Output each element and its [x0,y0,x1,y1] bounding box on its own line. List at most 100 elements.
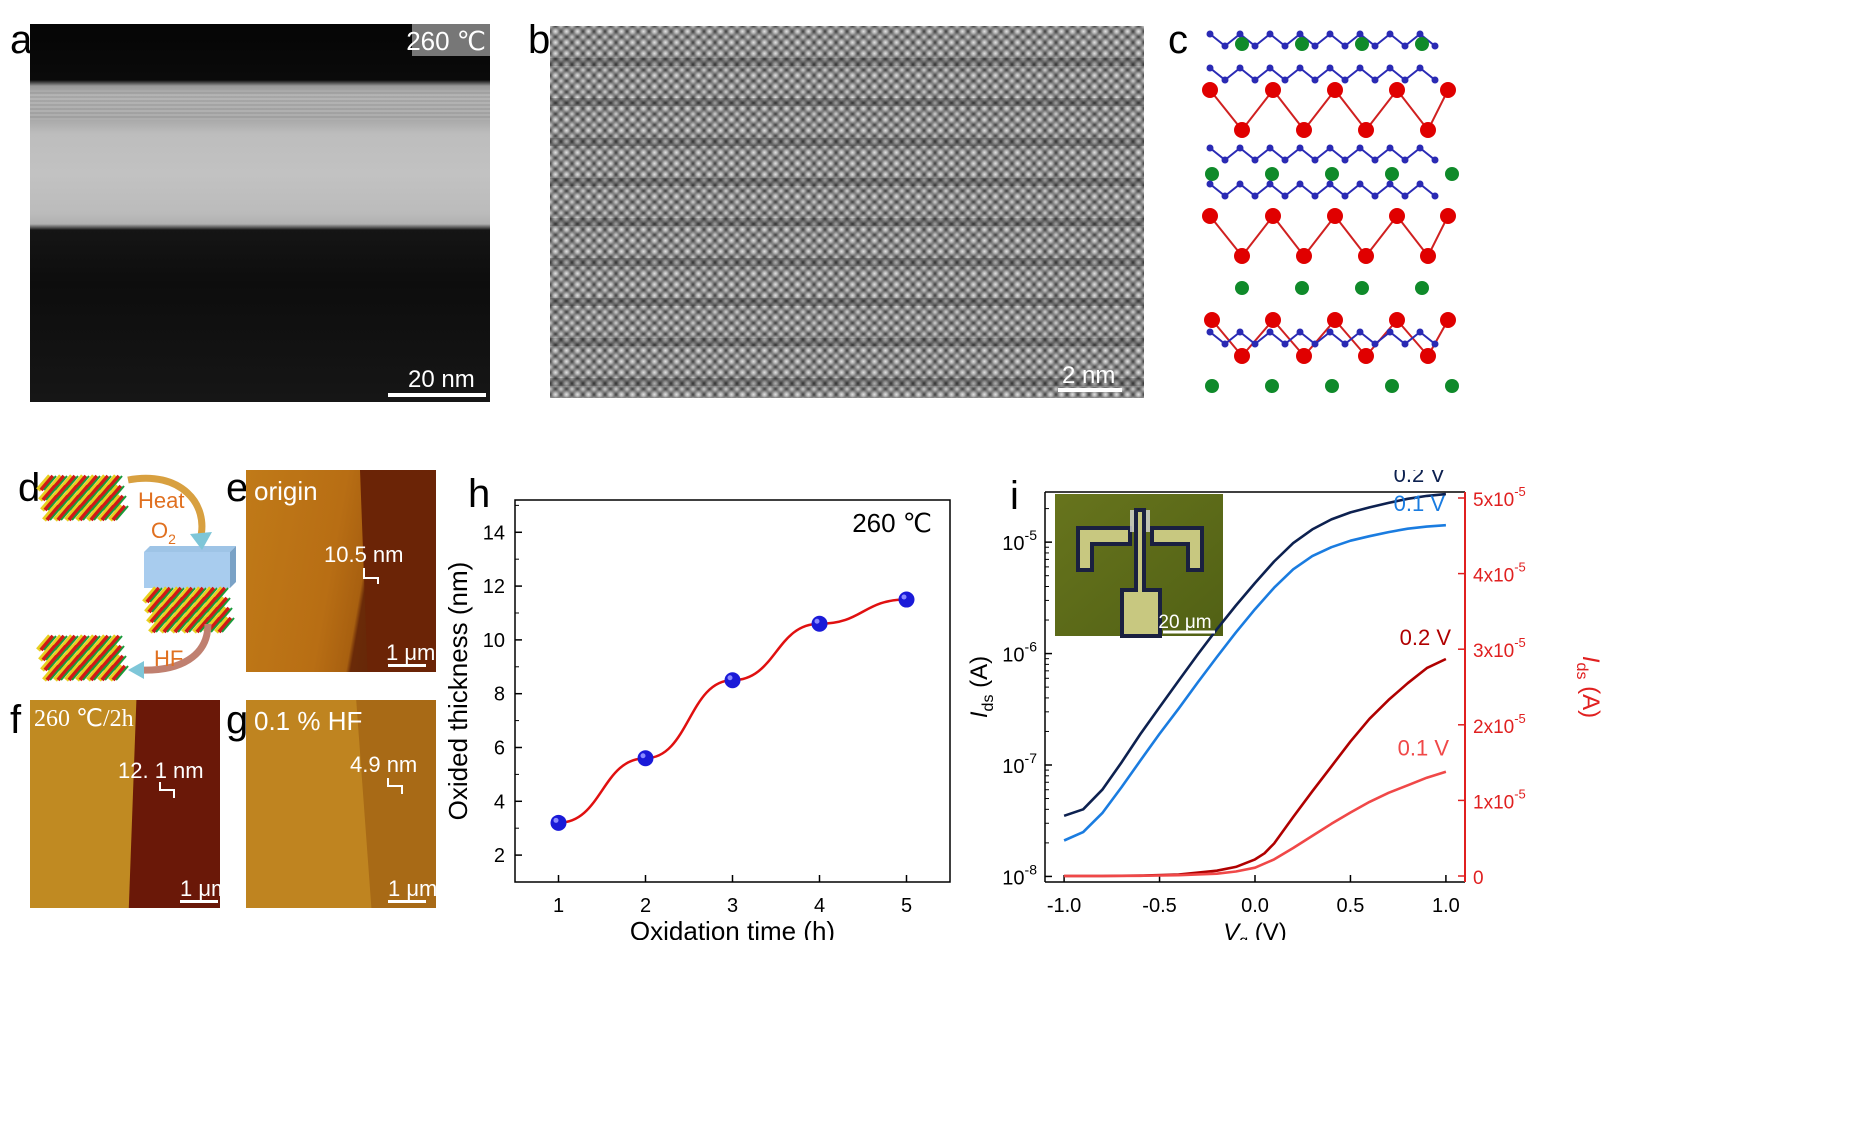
red-atom [1265,208,1281,224]
x-axis-label: Vg (V) [1223,919,1287,940]
blue-atom [1206,328,1214,336]
oxidation-etching-schematic: Heat O2 HF [36,474,236,682]
crystal-rod [195,616,211,634]
crystal-rod [64,664,80,682]
blue-atom [1431,340,1439,348]
temperature-annotation: 260 ℃ [852,508,932,538]
afm-step-region [128,700,220,908]
crystal-structure-model [1202,30,1459,393]
afm-tag: 260 ℃/2h [34,706,134,732]
crystal-rod [148,616,164,634]
y-left-tick-label: 10-6 [1002,639,1037,667]
series-label-1: 0.1 V [1394,491,1446,516]
data-point-highlight [814,618,820,624]
blue-atom [1281,156,1289,164]
tick-exponent: -5 [1025,527,1038,543]
series-line-0 [1063,492,1447,818]
crystal-rod [221,617,235,633]
crystal-rod [93,505,107,521]
blue-atom [1371,42,1379,50]
crystal-rod [181,616,197,634]
red-atom [1202,82,1218,98]
blue-atom [1296,30,1304,38]
blue-atom [1296,180,1304,188]
bond [1209,215,1243,257]
crystal-rod [56,504,72,522]
blue-atom [1221,76,1229,84]
y-left-axis-label: Ids (A) [966,656,997,718]
bond [1396,215,1429,257]
crystal-rod [173,616,189,634]
x-tick-label: 5 [901,895,912,917]
y-right-tick-label: 4x10-5 [1473,560,1526,587]
data-point-highlight [640,753,646,759]
y-right-tick-label: 1x10-5 [1473,786,1526,813]
blue-atom [1266,328,1274,336]
crystal-rod [170,616,186,634]
label-subscript: g [1239,933,1248,940]
afm-image-oxidized: 260 ℃/2h 12. 1 nm 1 μm [30,700,220,908]
panel-label-i: i [1010,474,1019,518]
crystal-rod [108,664,124,682]
blue-atom [1266,180,1274,188]
blue-atom [1311,42,1319,50]
crystal-rod [60,665,74,681]
crystal-rod [42,504,58,522]
data-point [811,615,828,632]
bond [1334,215,1367,257]
crystal-rod [56,664,72,682]
panel-label-e: e [226,466,249,510]
step-marker [363,568,379,584]
blue-atom [1266,30,1274,38]
red-atom [1265,312,1281,328]
crystal-rod [38,484,54,502]
bond [1396,89,1429,131]
blue-atom [1356,64,1364,72]
blue-atom [1281,42,1289,50]
blue-atom [1236,144,1244,152]
temperature-tag [412,24,490,56]
data-point [724,672,741,689]
tick-base: 4x10 [1473,566,1514,587]
blue-atom [1341,42,1349,50]
crystal-rod [104,665,118,681]
tick-exponent: -5 [1514,786,1526,801]
blue-atom [1386,144,1394,152]
panel-label-b: b [528,18,551,62]
heat-arrow-head [190,532,212,550]
crystal-rod [162,616,178,634]
crystal-rod [100,664,116,682]
blue-atom [1296,144,1304,152]
red-atom [1389,208,1405,224]
blue-atom [1221,156,1229,164]
green-atom [1295,281,1309,295]
o2-label: O2 [151,518,176,547]
blue-atom [1236,30,1244,38]
crystal-rod [115,505,129,521]
crystal-rod [53,664,69,682]
x-tick-label: 0.0 [1241,895,1269,917]
crystal-rod [100,504,116,522]
hf-arrow [137,623,212,674]
crystal-rod [45,504,61,522]
crystal-rod [60,505,74,521]
panel-label-h: h [468,472,491,516]
crystal-rod [217,616,233,634]
tick-exponent: -8 [1025,861,1038,877]
crystal-rod [49,505,63,521]
blue-atom [1416,64,1424,72]
crystal-rod [177,617,191,633]
label-symbol: I [1577,656,1604,663]
crystal-rod [146,606,162,624]
red-atom [1265,82,1281,98]
heat-arrow [127,474,206,541]
crystal-rod [43,494,59,512]
crystal-rod [78,504,94,522]
panel-label-d: d [18,466,41,510]
x-tick-label: 4 [814,895,825,917]
data-point [898,591,915,608]
blue-atom [1386,180,1394,188]
bond [1303,215,1336,257]
tick-base: 1x10 [1473,792,1514,813]
tick-exponent: -5 [1514,560,1526,575]
